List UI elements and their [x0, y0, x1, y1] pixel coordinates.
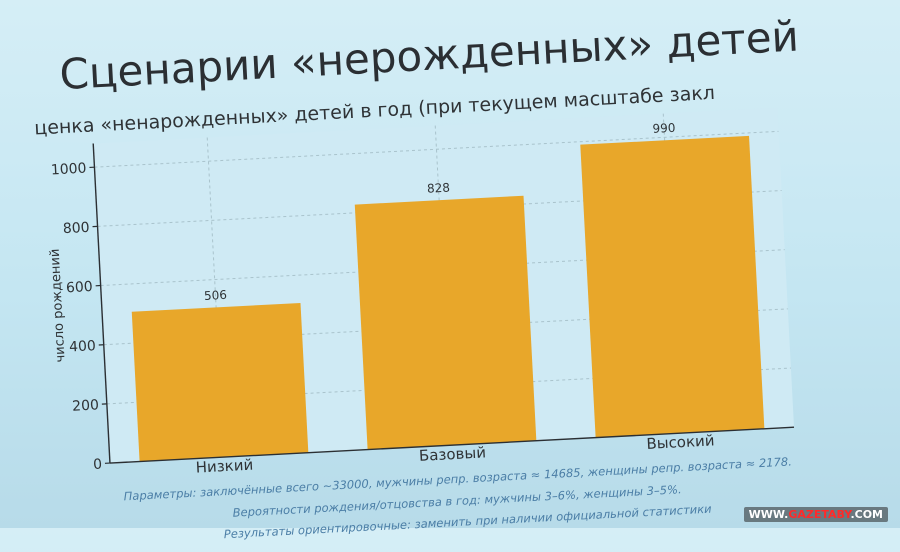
- bar-value-label-0: 506: [204, 288, 228, 303]
- watermark-brand: GAZETABY: [788, 508, 850, 521]
- y-tick-label-3: 600: [66, 279, 94, 296]
- y-tick-label-2: 400: [69, 338, 97, 355]
- y-tick-label-0: 0: [93, 456, 103, 472]
- watermark-prefix: WWW.: [749, 508, 789, 521]
- bar-value-label-2: 990: [652, 121, 676, 136]
- bar-value-label-1: 828: [427, 181, 451, 196]
- bar-0: [132, 303, 309, 462]
- y-axis-label: число рождений: [48, 248, 69, 363]
- y-tick-label-5: 1000: [50, 161, 86, 179]
- bar-2: [580, 136, 764, 438]
- watermark-suffix: .COM: [850, 508, 883, 521]
- y-tick-label-4: 800: [62, 220, 90, 237]
- watermark: WWW.GAZETABY.COM: [744, 507, 888, 522]
- y-tick-label-1: 200: [72, 397, 100, 414]
- bar-1: [355, 196, 537, 450]
